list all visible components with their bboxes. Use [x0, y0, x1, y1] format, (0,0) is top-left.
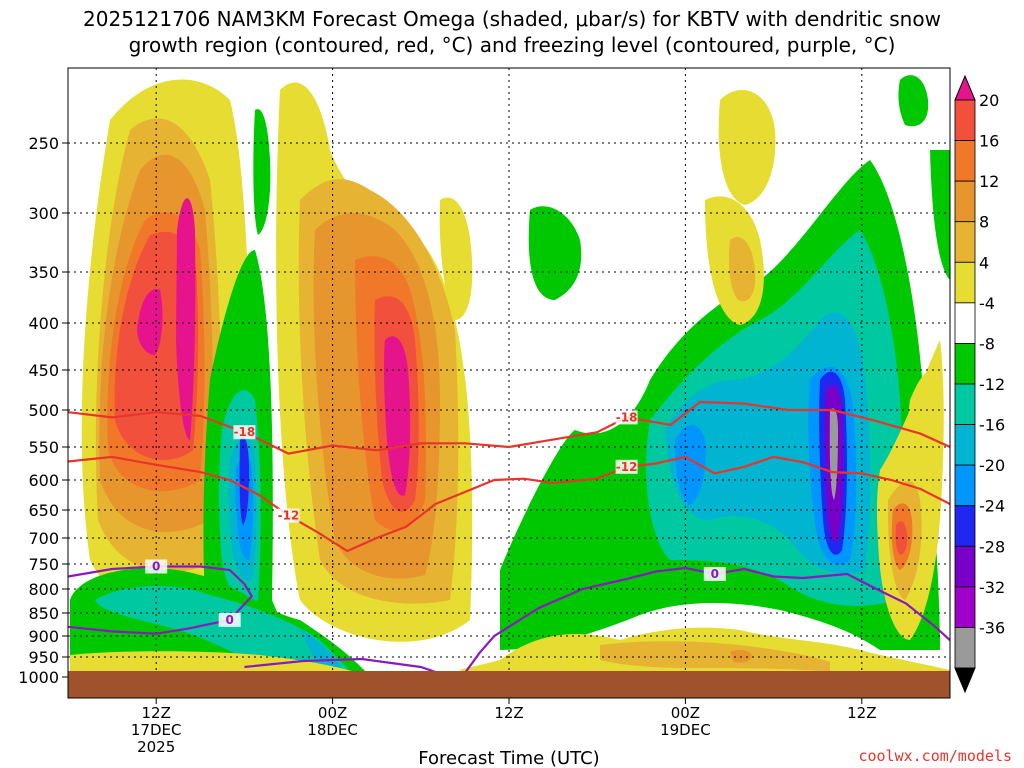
colorbar-swatch [954, 383, 976, 425]
omega-shading [70, 75, 950, 698]
x-tick-label: 00Z [318, 704, 347, 722]
x-tick-label: 2025 [137, 738, 175, 756]
colorbar-swatch [954, 424, 976, 466]
contour-label-bg [218, 612, 241, 627]
contour-label-bg [703, 567, 726, 581]
y-tick-label: 850 [28, 604, 59, 623]
contour-line [68, 455, 950, 553]
y-tick-label: 500 [28, 401, 59, 420]
chart-title-line1: 2025121706 NAM3KM Forecast Omega (shaded… [83, 7, 941, 31]
y-tick-label: 300 [28, 204, 59, 223]
y-tick-label: 950 [28, 648, 59, 667]
y-tick-label: 400 [28, 314, 59, 333]
colorbar-swatch [954, 343, 976, 385]
x-tick-label: 19DEC [660, 721, 711, 739]
credit-text: coolwx.com/models [858, 747, 1012, 765]
colorbar-label: 4 [979, 253, 989, 272]
colorbar-bottom-arrow [954, 667, 976, 694]
y-tick-label: 650 [28, 501, 59, 520]
colorbar-swatch [954, 545, 976, 588]
contour-label-bg [145, 559, 168, 574]
colorbar: 20 16 12 8 4 -4 -8 -12 -16 -20 -24 -28 -32 -36 [954, 74, 1005, 694]
colorbar-swatch [954, 586, 976, 628]
colorbar-swatch [954, 221, 976, 263]
omega-descent-lowlevel-band-8 [600, 641, 830, 672]
colorbar-label: 8 [979, 213, 989, 232]
omega-descent-region-2-24 [383, 336, 411, 496]
omega-ascent-region-7 [253, 109, 271, 235]
colorbar-label: -24 [979, 497, 1005, 516]
chart-title-line2: growth region (contoured, red, °C) and f… [129, 33, 896, 57]
x-tick-label: 18DEC [307, 721, 358, 739]
colorbar-top-arrow [954, 74, 976, 101]
x-axis-title: Forecast Time (UTC) [418, 748, 599, 768]
colorbar-swatch [954, 180, 976, 223]
contour-label-bg [615, 410, 638, 425]
contour-label: 0 [226, 613, 234, 627]
colorbar-swatch [954, 302, 976, 344]
colorbar-label: -16 [979, 416, 1005, 435]
colorbar-label: -20 [979, 456, 1005, 475]
omega-descent-region-5 [439, 197, 473, 320]
colorbar-swatch [954, 627, 976, 669]
x-tick-label: 12Z [847, 704, 876, 722]
colorbar-label: -8 [979, 334, 995, 353]
y-tick-label: 600 [28, 471, 59, 490]
y-tick-label: 1000 [18, 668, 59, 687]
contour-label-bg [233, 425, 256, 440]
x-tick-label: 00Z [671, 704, 700, 722]
colorbar-label: 16 [979, 132, 999, 151]
colorbar-label: -4 [979, 294, 995, 313]
omega-ascent-region-4 [898, 75, 929, 127]
omega-ascent-region-2-20 [674, 425, 706, 505]
colorbar-swatch [954, 140, 976, 182]
omega-ascent-region-3-32 [829, 408, 838, 500]
omega-descent-region-4-8 [728, 237, 756, 302]
omega-ascent-region-6 [528, 206, 582, 300]
contour-label: 0 [152, 560, 160, 574]
y-tick-label: 550 [28, 438, 59, 457]
colorbar-swatch [954, 464, 976, 507]
colorbar-swatch [954, 505, 976, 547]
omega-descent-region-6-20 [895, 521, 908, 555]
colorbar-label: -12 [979, 375, 1005, 394]
colorbar-swatch [954, 99, 976, 141]
contour-label: -18 [234, 425, 256, 439]
colorbar-label: -32 [979, 578, 1005, 597]
y-tick-label: 450 [28, 361, 59, 380]
colorbar-label: -36 [979, 618, 1005, 637]
omega-descent-region-3 [718, 90, 776, 205]
contour-label: -12 [616, 460, 638, 474]
y-tick-label: 250 [28, 134, 59, 153]
contour-line [68, 400, 950, 455]
ground-surface [68, 671, 950, 698]
colorbar-swatch [954, 261, 976, 304]
contour-label-bg [277, 508, 300, 523]
y-tick-label: 800 [28, 580, 59, 599]
omega-descent-region-1-core [176, 198, 196, 440]
y-axis: 250 300 350 400 450 500 550 600 650 700 750 800 850 9… [18, 134, 68, 687]
contour-label: -18 [616, 410, 638, 424]
x-tick-label: 17DEC [131, 721, 182, 739]
y-tick-label: 700 [28, 529, 59, 548]
x-tick-label: 12Z [142, 704, 171, 722]
colorbar-label: 12 [979, 172, 999, 191]
omega-ascent-region-1-24 [239, 437, 249, 525]
y-tick-label: 750 [28, 555, 59, 574]
y-tick-label: 350 [28, 263, 59, 282]
colorbar-label: 20 [979, 91, 999, 110]
omega-ascent-region-5 [930, 150, 950, 280]
colorbar-label: -28 [979, 537, 1005, 556]
x-tick-label: 12Z [494, 704, 523, 722]
contour-label: -12 [278, 509, 300, 523]
omega-descent-region-7 [908, 371, 935, 450]
contour-label: 0 [711, 567, 719, 581]
contour-label-bg [615, 459, 638, 474]
omega-descent-lowlevel-band-12 [730, 649, 752, 663]
y-tick-label: 900 [28, 627, 59, 646]
